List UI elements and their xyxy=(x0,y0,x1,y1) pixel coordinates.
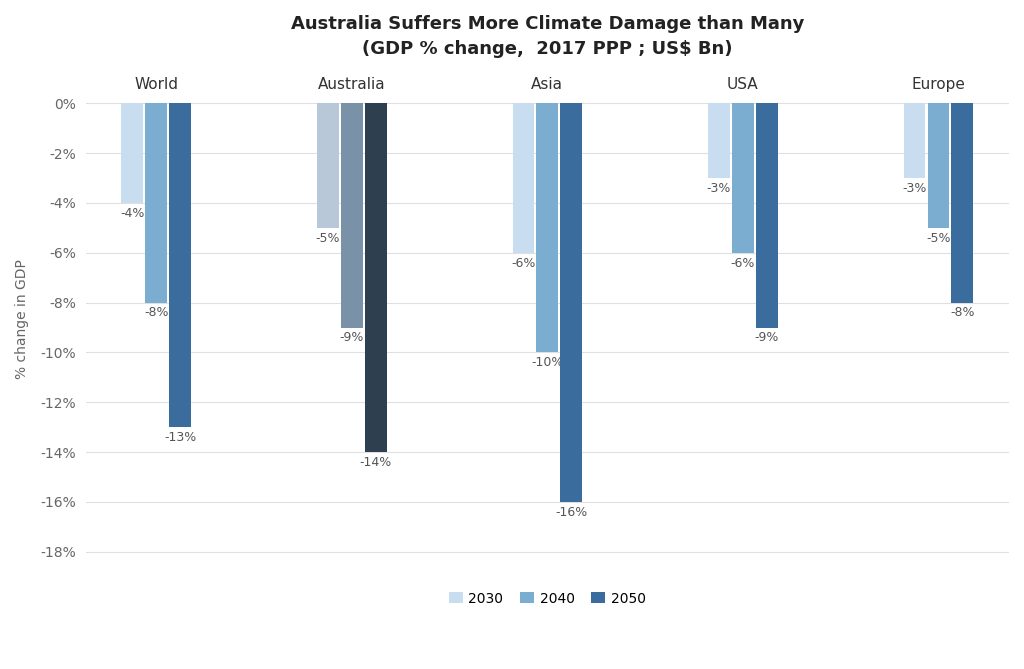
Text: USA: USA xyxy=(727,77,759,92)
Text: -9%: -9% xyxy=(755,331,779,345)
Text: -3%: -3% xyxy=(707,182,731,195)
Text: Australia: Australia xyxy=(317,77,386,92)
Bar xyxy=(513,103,535,253)
Text: -3%: -3% xyxy=(902,182,927,195)
Bar xyxy=(537,103,558,353)
Text: -4%: -4% xyxy=(120,207,144,219)
Text: -13%: -13% xyxy=(164,431,197,444)
Title: Australia Suffers More Climate Damage than Many
(GDP % change,  2017 PPP ; US$ B: Australia Suffers More Climate Damage th… xyxy=(291,15,804,58)
Bar xyxy=(365,103,386,452)
Text: -6%: -6% xyxy=(511,256,536,270)
Text: -5%: -5% xyxy=(926,231,950,245)
Text: -10%: -10% xyxy=(531,356,563,369)
Bar xyxy=(145,103,167,302)
Text: -9%: -9% xyxy=(340,331,364,345)
Y-axis label: % change in GDP: % change in GDP xyxy=(15,259,29,379)
Bar xyxy=(317,103,339,228)
Text: Asia: Asia xyxy=(531,77,563,92)
Text: -5%: -5% xyxy=(315,231,340,245)
Text: -16%: -16% xyxy=(555,506,588,518)
Bar xyxy=(903,103,926,178)
Bar xyxy=(560,103,582,502)
Text: Europe: Europe xyxy=(911,77,966,92)
Text: -8%: -8% xyxy=(950,306,975,319)
Bar xyxy=(708,103,730,178)
Text: World: World xyxy=(134,77,178,92)
Bar xyxy=(951,103,973,302)
Bar xyxy=(169,103,190,427)
Bar xyxy=(122,103,143,203)
Bar xyxy=(928,103,949,228)
Bar xyxy=(341,103,362,328)
Bar xyxy=(756,103,777,328)
Text: -8%: -8% xyxy=(144,306,168,319)
Text: -6%: -6% xyxy=(731,256,755,270)
Text: -14%: -14% xyxy=(359,456,392,469)
Legend: 2030, 2040, 2050: 2030, 2040, 2050 xyxy=(443,586,651,611)
Bar xyxy=(732,103,754,253)
